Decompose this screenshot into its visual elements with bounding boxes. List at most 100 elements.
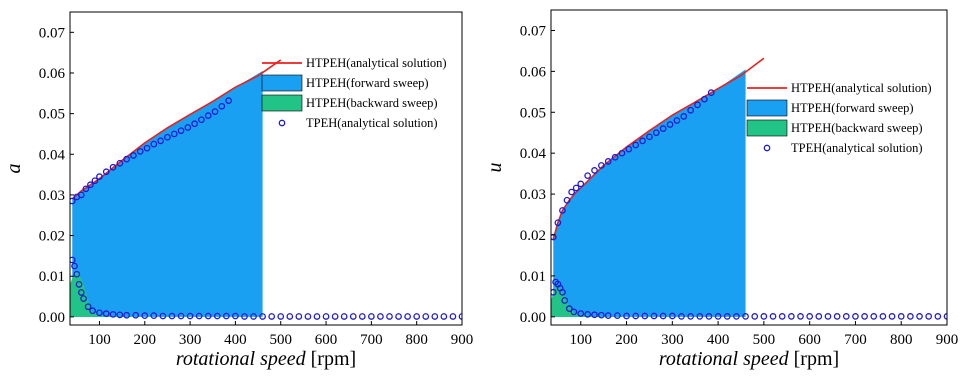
tpeh-marker: [687, 106, 694, 114]
tpeh-marker: [116, 159, 124, 167]
x-tick-label: 500: [753, 332, 776, 348]
tpeh-marker: [96, 309, 103, 317]
x-tick-label: 800: [890, 332, 913, 348]
tpeh-marker: [870, 313, 878, 320]
tpeh-marker: [82, 185, 90, 193]
tpeh-marker: [191, 120, 198, 128]
tpeh-marker: [769, 313, 777, 320]
tpeh-marker: [91, 177, 99, 185]
tpeh-marker: [897, 313, 905, 320]
x-tick-label: 400: [224, 332, 247, 348]
tpeh-marker: [598, 311, 605, 319]
legend: HTPEH(analytical solution) HTPEH(forward …: [261, 56, 447, 130]
tpeh-marker: [386, 313, 393, 320]
tpeh-marker: [934, 313, 942, 320]
tpeh-marker: [102, 310, 110, 317]
tpeh-marker: [551, 288, 557, 296]
legend-swatch-area: [746, 99, 788, 117]
tpeh-marker: [861, 313, 868, 320]
legend-swatch-area: [261, 94, 303, 112]
tpeh-marker: [422, 313, 430, 320]
plot-frame: [550, 9, 948, 326]
tpeh-marker: [641, 312, 649, 320]
y-tick-label: 0.02: [39, 229, 65, 245]
tpeh-marker: [584, 172, 591, 180]
tpeh-marker: [568, 188, 575, 196]
tpeh-marker: [204, 312, 212, 320]
x-tick-label: 100: [570, 332, 593, 348]
tpeh-marker: [572, 184, 580, 192]
tpeh-marker: [77, 289, 85, 296]
tpeh-marker: [659, 312, 667, 320]
legend-swatch-marker: [763, 144, 771, 152]
tpeh-marker: [797, 313, 804, 320]
legend-label: HTPEH(analytical solution): [791, 81, 932, 95]
chart-panel-a: 100 200 300 400 500 600 700 800 900 0.00 0.01 0.02 0…: [3, 11, 474, 370]
tpeh-marker: [879, 313, 887, 320]
tpeh-marker: [714, 313, 722, 320]
x-tick-label: 600: [798, 332, 821, 348]
tpeh-marker: [577, 310, 585, 317]
tpeh-marker: [787, 313, 795, 320]
tpeh-marker: [563, 196, 571, 204]
tpeh-marker: [925, 313, 933, 320]
tpeh-marker: [666, 121, 674, 128]
y-tick-label: 0.07: [520, 23, 547, 39]
tpeh-marker: [650, 312, 658, 320]
tpeh-marker: [639, 137, 646, 145]
legend-swatch-marker: [278, 119, 286, 127]
tpeh-marker: [604, 312, 612, 319]
forward-sweep-area: [72, 70, 263, 317]
plot-area: [551, 57, 947, 320]
tpeh-marker: [141, 312, 149, 320]
tpeh-marker: [322, 313, 330, 320]
tpeh-marker: [70, 197, 76, 205]
tpeh-marker: [295, 313, 303, 320]
tpeh-marker: [733, 313, 740, 320]
tpeh-marker: [696, 313, 704, 320]
tpeh-marker: [614, 312, 621, 319]
tpeh-marker: [286, 313, 294, 320]
y-tick-label: 0.00: [39, 310, 65, 326]
y-tick-label: 0.04: [520, 146, 547, 162]
tpeh-marker: [102, 168, 110, 176]
y-tick-label: 0.05: [520, 105, 546, 121]
tpeh-marker: [123, 155, 130, 163]
tpeh-marker: [109, 311, 117, 318]
tpeh-marker: [377, 313, 384, 320]
tpeh-marker: [132, 311, 140, 319]
tpeh-marker: [268, 313, 276, 320]
tpeh-marker: [694, 101, 701, 109]
x-tick-label: 700: [844, 332, 867, 348]
y-tick-label: 0.03: [39, 188, 65, 204]
tpeh-marker: [159, 312, 167, 320]
tpeh-marker: [577, 180, 585, 188]
legend: HTPEH(analytical solution) HTPEH(forward …: [746, 81, 932, 155]
tpeh-marker: [331, 313, 339, 320]
analytical-solution-line: [552, 57, 765, 240]
chart-panel-u: 100 200 300 400 500 600 700 800 900 0.00 0.01 0.02 0…: [484, 9, 958, 370]
tpeh-marker: [157, 137, 164, 145]
tpeh-marker: [554, 219, 562, 227]
tpeh-marker: [680, 113, 688, 120]
plot-frame: [69, 11, 463, 326]
y-tick-label: 0.07: [39, 25, 66, 41]
tpeh-marker: [591, 311, 598, 319]
x-axis-title: rotational speed [rpm]: [659, 348, 839, 370]
tpeh-marker: [116, 311, 124, 319]
x-tick-label: 900: [451, 332, 474, 348]
y-tick-label: 0.06: [520, 64, 547, 80]
tpeh-marker: [358, 313, 366, 320]
tpeh-marker: [87, 181, 94, 189]
tpeh-marker: [687, 313, 694, 320]
tpeh-marker: [618, 149, 626, 157]
tpeh-marker: [150, 140, 158, 148]
tpeh-marker: [73, 270, 81, 278]
tpeh-marker: [313, 313, 321, 320]
tpeh-marker: [440, 313, 448, 320]
tpeh-marker: [349, 313, 357, 320]
tpeh-marker: [598, 162, 605, 169]
tpeh-marker: [177, 312, 185, 320]
tpeh-marker: [701, 95, 708, 103]
